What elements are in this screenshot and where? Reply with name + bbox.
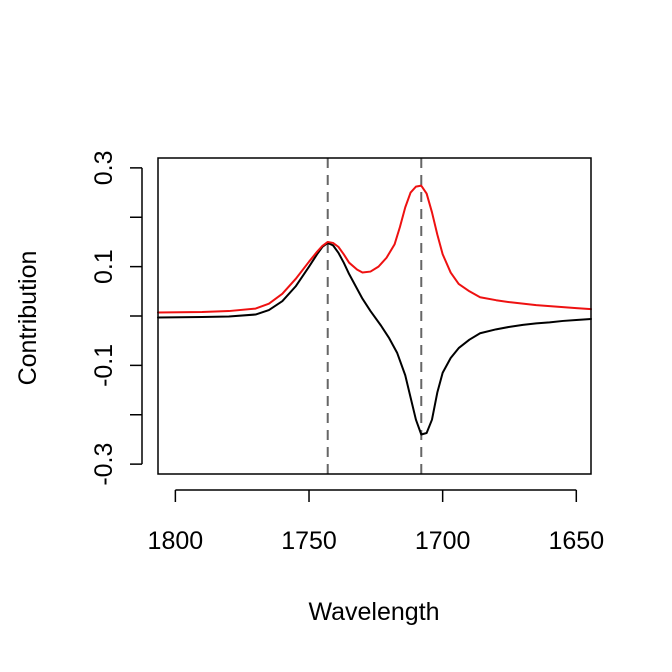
y-tick-label-4: 0.1 [90,249,118,284]
y-tick-label-6: 0.3 [90,150,118,185]
x-tick-label-1800: 1800 [148,527,204,555]
y-tick-label-2: -0.1 [90,344,118,387]
x-tick-label-1750: 1750 [281,527,337,555]
x-axis: 1800 1750 1700 1650 [148,489,604,555]
x-tick-label-1700: 1700 [415,527,471,555]
plot-frame [157,157,592,475]
y-tick-label-0: -0.3 [90,443,118,486]
x-tick-label-1650: 1650 [548,527,604,555]
y-axis-label: Contribution [14,251,42,386]
x-axis-label: Wavelength [308,598,439,626]
y-axis: -0.3 -0.1 0.1 0.3 [90,150,143,486]
series-line-1 [157,241,592,436]
series-line-2 [157,184,592,314]
plot-layer [157,158,592,474]
